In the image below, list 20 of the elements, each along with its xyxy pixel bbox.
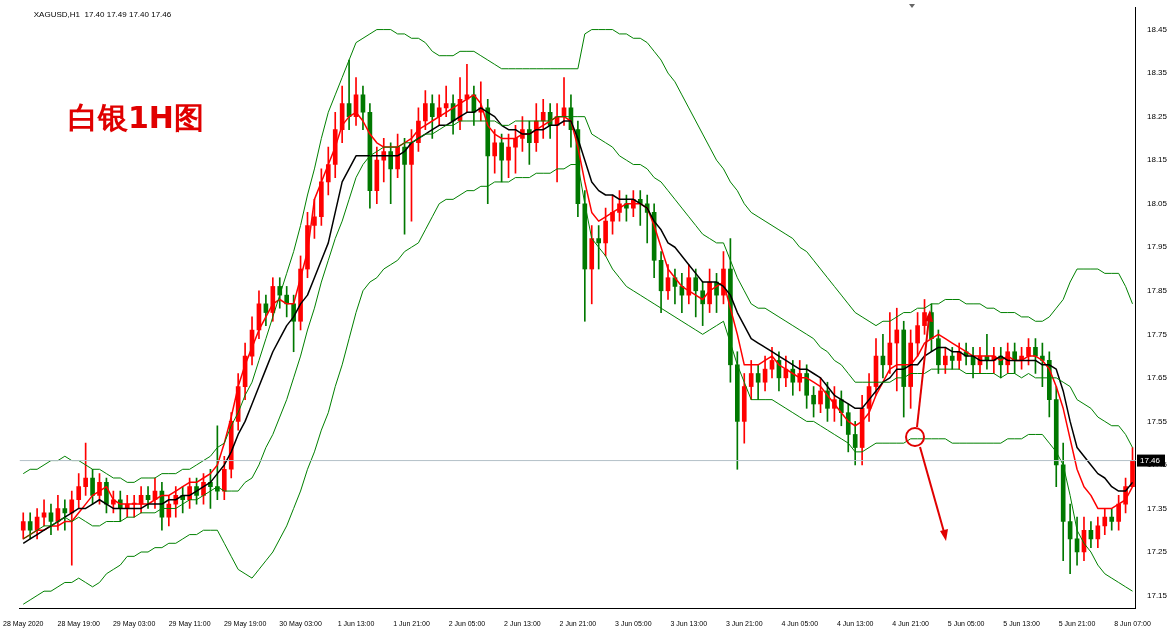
y-tick-label: 18.25 [1146, 111, 1168, 121]
y-tick-label: 17.25 [1146, 547, 1168, 557]
y-tick-label: 17.35 [1146, 503, 1168, 513]
y-tick-label: 17.55 [1146, 416, 1168, 426]
ref-line-label: 17.46 [1139, 455, 1161, 465]
candlestick [596, 225, 602, 270]
candlestick [41, 499, 47, 527]
y-tick-label: 18.35 [1146, 68, 1168, 78]
y-tick-label: 17.75 [1146, 329, 1168, 339]
annotation: 白银1H图 [68, 99, 204, 137]
y-tick-label: 17.95 [1146, 242, 1168, 252]
y-tick-label: 18.45 [1146, 24, 1168, 34]
y-tick-label: 18.05 [1146, 198, 1168, 208]
y-tick-label: 17.65 [1146, 373, 1168, 383]
y-tick-label: 18.15 [1146, 155, 1168, 165]
candlestick [894, 307, 900, 392]
y-tick-label: 17.15 [1146, 590, 1168, 600]
y-tick-label: 17.85 [1146, 285, 1168, 295]
candlestick [1109, 508, 1115, 531]
chart-title: XAGUSD,H1 17.40 17.49 17.40 17.46 [33, 10, 172, 19]
